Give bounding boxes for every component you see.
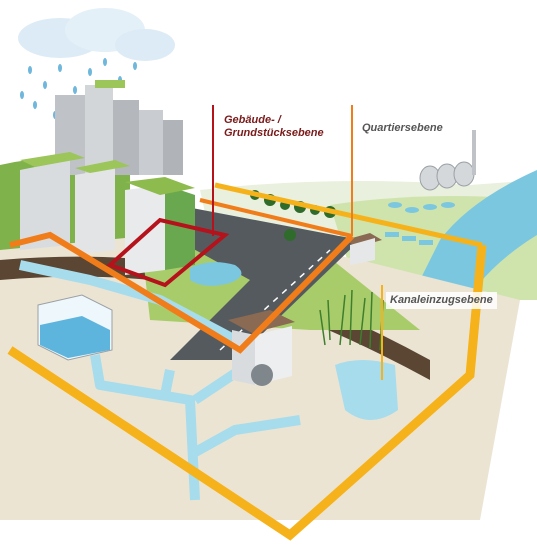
constructed-wetland <box>319 289 384 351</box>
building-level-label-line2: Grundstücksebene <box>224 127 324 139</box>
city-skyline <box>55 80 183 175</box>
building-level-label: Gebäude- / Grundstücksebene <box>220 112 328 142</box>
buildings <box>20 152 195 275</box>
storage-tank <box>37 294 113 361</box>
building-level-frame <box>106 217 230 288</box>
rain-cloud <box>18 8 175 61</box>
catchment-level-frame <box>7 244 487 541</box>
sewer-pipes <box>18 260 301 501</box>
catchment-level-frame-top <box>214 182 483 248</box>
district-level-label: Quartiersebene <box>358 120 447 137</box>
district-level-frame-top <box>199 198 353 238</box>
retention-pond <box>190 262 242 286</box>
district-level-frame <box>9 231 355 354</box>
sewer-catchment-level-label: Kanaleinzugsebene <box>386 292 497 309</box>
building-level-label-line1: Gebäude- / <box>224 114 281 126</box>
treatment-plant <box>385 130 476 245</box>
outlet-building <box>345 233 382 265</box>
pump-station <box>228 310 295 386</box>
